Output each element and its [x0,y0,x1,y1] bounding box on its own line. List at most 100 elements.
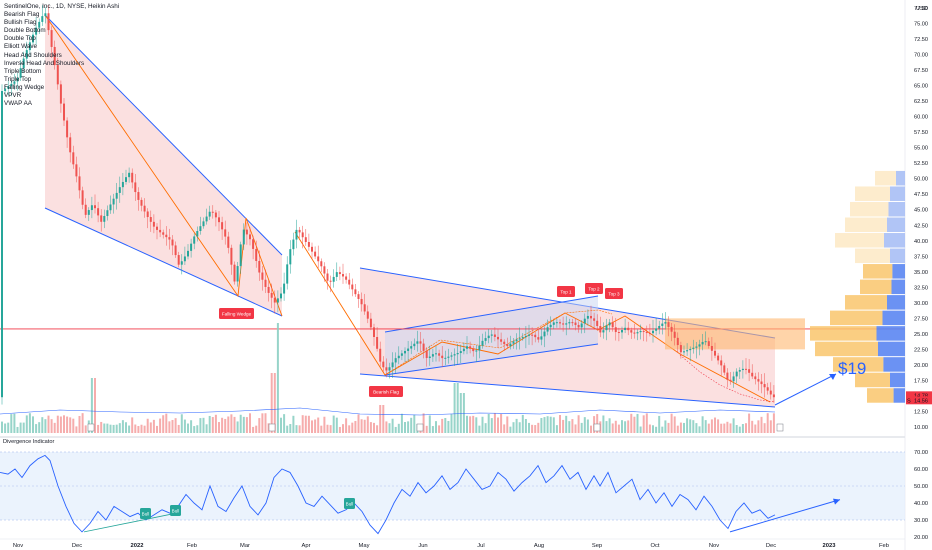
volume-bar [149,422,152,433]
volume-bar [320,425,323,433]
candle-body [376,336,379,349]
bull-label-text: Bull [346,501,354,506]
candle [19,60,22,81]
volume-bar [239,414,242,433]
indicator-legend-item[interactable]: Elliott Wave [4,43,38,51]
candle [320,258,323,273]
channel-upper-line [384,295,599,333]
candle [394,352,397,374]
volume-bar [354,420,357,433]
volume-bar [345,418,348,433]
volume-bar [509,426,512,433]
volume-bar [109,424,112,433]
volume-bar [264,413,267,433]
volume-bar [1,421,3,433]
flag-lower-line [359,373,776,408]
volume-bar [565,415,568,433]
price-tick-label: 70.00 [914,53,928,59]
candle-body [311,246,313,252]
candle-body [537,337,540,340]
volume-bar [531,424,534,433]
candle-body [686,350,689,352]
volume-bar [391,418,394,433]
candle [78,167,81,199]
candle [621,326,623,339]
candle [723,362,726,376]
volume-bar [611,423,614,433]
candle-body [555,322,558,324]
candle-body [4,88,7,92]
candle [59,80,62,113]
candle [738,367,741,379]
volume-bar [162,415,165,433]
volume-bar [555,425,558,433]
volume-bar [586,419,589,433]
candle [193,233,196,250]
candle-body [416,341,419,344]
indicator-legend-item[interactable]: VPVR [4,92,22,100]
candle-body [661,323,664,326]
candle-body [751,372,754,377]
volume-bar [720,423,723,433]
candle-body [280,293,282,299]
candle [407,340,410,362]
top3-label: Top 3 [605,288,623,299]
candle [72,145,75,169]
candle-body [658,325,661,329]
indicator-legend-item[interactable]: Falling Wedge [4,83,45,91]
candle-body [307,242,310,247]
candle [462,342,465,355]
candle [242,223,245,251]
volume-bar [726,421,729,433]
volume-profile-bar [867,388,894,403]
volume-profile-bar [845,295,887,310]
volume-bar [695,423,698,433]
candle-body [239,244,242,267]
volume-bar [273,373,276,433]
volume-bar [667,422,670,433]
volume-bar [329,425,332,433]
volume-profile-bar-blue [884,233,905,248]
candle [540,328,543,346]
volume-bar [103,423,106,433]
volume-bar [741,424,744,433]
candle-body [670,326,673,332]
volume-bar [500,413,503,433]
candle-body [205,216,208,222]
volume-profile-bar [855,248,890,264]
price-badge-bg [906,396,932,405]
indicator-legend-item[interactable]: VWAP AA [4,100,32,108]
candle [75,156,78,183]
indicator-legend-item[interactable]: Bullish Flag [4,19,37,27]
candle [230,244,233,275]
volume-bar [596,414,599,433]
candle [369,312,372,331]
candle [363,293,366,315]
volume-bar [590,425,592,433]
indicator-legend-item[interactable]: Head And Shoulders [4,51,62,59]
candle-body [304,237,307,243]
indicator-legend-item[interactable]: Triple Top [4,75,32,83]
indicator-legend-item[interactable]: Double Bottom [4,27,46,35]
volume-bar [25,415,28,433]
volume-bar [335,417,338,433]
candle [565,316,568,336]
time-axis-label: Nov [709,543,719,549]
indicator-legend-item[interactable]: Inverse Head And Shoulders [4,59,85,67]
candle-body [338,272,341,275]
top2-label: Top 2 [585,283,603,294]
indicator-legend-item[interactable]: Triple Bottom [4,67,42,75]
candle [180,254,183,275]
candle-body [497,336,499,340]
candle-body [335,272,338,277]
candle [493,327,496,342]
candle-body [149,217,152,222]
indicator-legend-item[interactable]: Bearish Flag [4,11,40,19]
indicator-legend-item[interactable]: Double Top [4,35,36,43]
candle-body [419,341,422,344]
candle-body [701,341,704,345]
volume-bar [342,424,344,433]
volume-bar [360,419,363,433]
